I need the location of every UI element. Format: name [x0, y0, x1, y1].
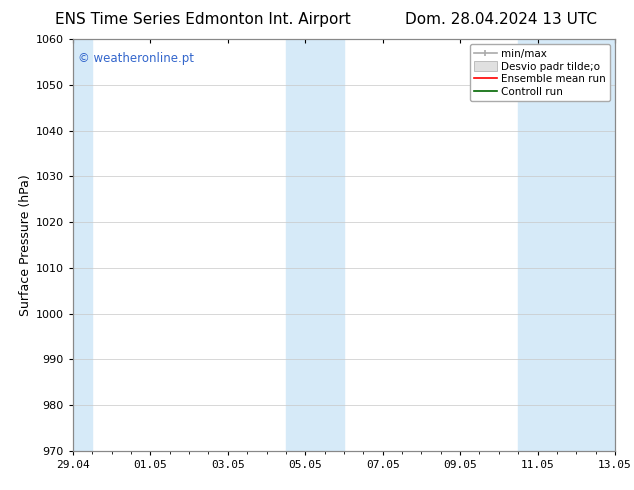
- Y-axis label: Surface Pressure (hPa): Surface Pressure (hPa): [18, 174, 32, 316]
- Text: © weatheronline.pt: © weatheronline.pt: [79, 51, 195, 65]
- Legend: min/max, Desvio padr tilde;o, Ensemble mean run, Controll run: min/max, Desvio padr tilde;o, Ensemble m…: [470, 45, 610, 101]
- Text: Dom. 28.04.2024 13 UTC: Dom. 28.04.2024 13 UTC: [405, 12, 597, 27]
- Bar: [73, 39, 93, 451]
- Bar: [518, 39, 615, 451]
- Text: ENS Time Series Edmonton Int. Airport: ENS Time Series Edmonton Int. Airport: [55, 12, 351, 27]
- Bar: [286, 39, 344, 451]
